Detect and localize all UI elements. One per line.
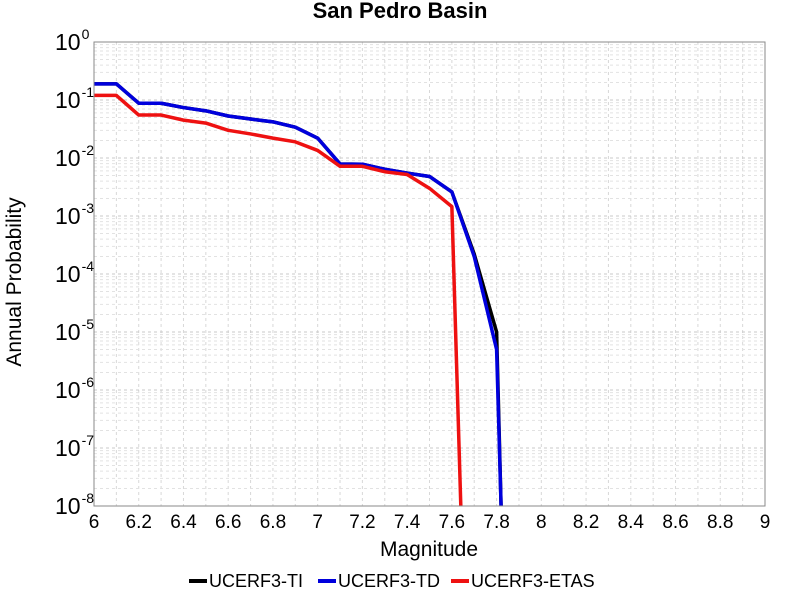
y-tick-label: 10-6 <box>55 374 94 403</box>
x-axis-label: Magnitude <box>380 538 478 561</box>
x-tick-label: 8.6 <box>662 512 688 533</box>
x-tick-labels: 6 6.2 6.4 6.6 6.8 7 7.2 7.4 7.6 7.8 8 8.2 8.4 8.6 8.8 9 <box>89 512 771 533</box>
series-layer <box>94 82 503 507</box>
y-tick-label: 10-3 <box>55 200 94 229</box>
series-line-ucerf3-ti <box>94 82 503 507</box>
chart-title: San Pedro Basin <box>313 0 488 23</box>
x-tick-label: 7.6 <box>439 512 465 533</box>
x-tick-label: 6.2 <box>126 512 152 533</box>
y-tick-label: 10-4 <box>55 258 94 287</box>
y-tick-label: 100 <box>55 26 90 55</box>
legend-label: UCERF3-TD <box>338 571 440 591</box>
x-tick-label: 9 <box>760 512 771 533</box>
y-tick-label: 10-7 <box>55 432 94 461</box>
y-tick-label: 10-1 <box>55 84 94 113</box>
series-line-ucerf3-etas <box>94 93 463 507</box>
y-tick-labels: 100 10-1 10-2 10-3 10-4 10-5 10-6 10-7 10-8 <box>55 26 94 519</box>
x-tick-label: 8.4 <box>618 512 645 533</box>
grid <box>93 42 766 507</box>
legend-label: UCERF3-TI <box>209 571 303 591</box>
plot-frame <box>93 41 766 507</box>
x-tick-label: 7 <box>312 512 323 533</box>
y-tick-label: 10-2 <box>55 142 94 171</box>
y-tick-label: 10-8 <box>55 490 94 519</box>
x-tick-label: 7.4 <box>394 512 421 533</box>
x-tick-label: 8.2 <box>573 512 599 533</box>
x-tick-label: 8.8 <box>707 512 733 533</box>
y-tick-label: 10-5 <box>55 316 94 345</box>
x-tick-label: 8 <box>536 512 547 533</box>
series-line-ucerf3-td <box>94 82 503 507</box>
legend: UCERF3-TI UCERF3-TD UCERF3-ETAS <box>189 571 595 591</box>
y-axis-label: Annual Probability <box>3 197 26 367</box>
x-tick-label: 6.4 <box>170 512 197 533</box>
x-tick-label: 7.8 <box>483 512 509 533</box>
x-tick-label: 7.2 <box>349 512 375 533</box>
x-tick-label: 6.8 <box>260 512 286 533</box>
x-tick-label: 6.6 <box>215 512 241 533</box>
legend-label: UCERF3-ETAS <box>471 571 595 591</box>
x-tick-label: 6 <box>89 512 100 533</box>
